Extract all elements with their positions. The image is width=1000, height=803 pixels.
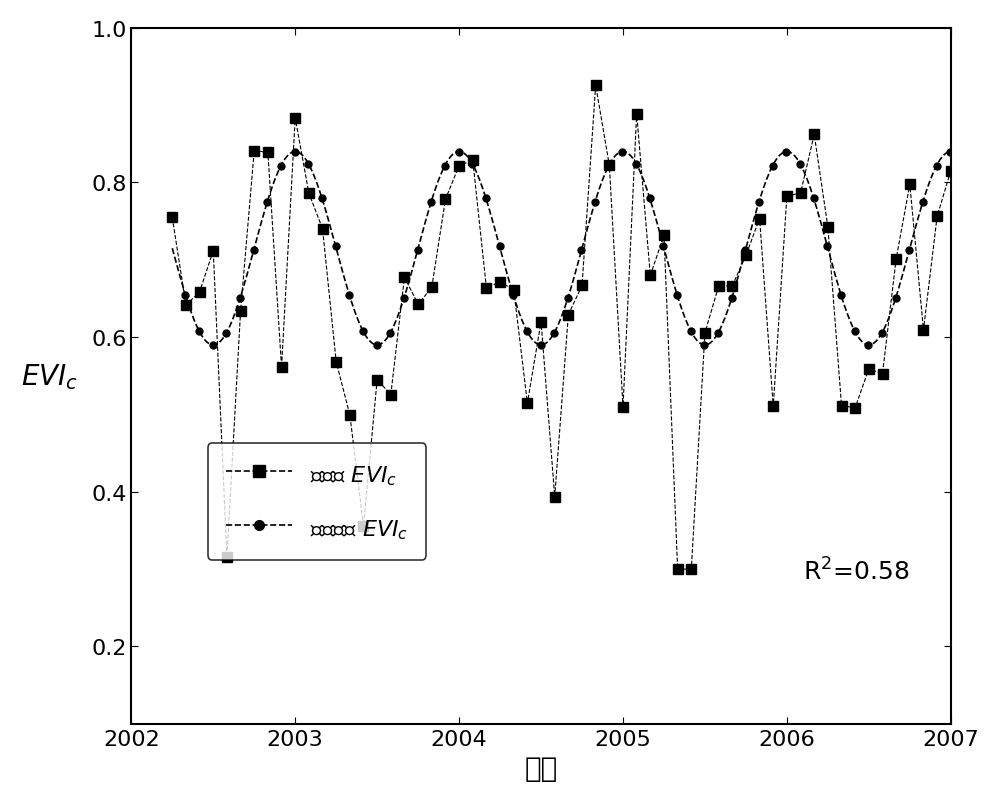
Text: R$^2$=0.58: R$^2$=0.58: [803, 557, 910, 585]
X-axis label: 时间: 时间: [524, 754, 558, 782]
Legend: 实测的 $EVI_c$, 参数化的 $EVI_c$: 实测的 $EVI_c$, 参数化的 $EVI_c$: [208, 443, 426, 560]
Y-axis label: $EVI_c$: $EVI_c$: [21, 361, 78, 391]
